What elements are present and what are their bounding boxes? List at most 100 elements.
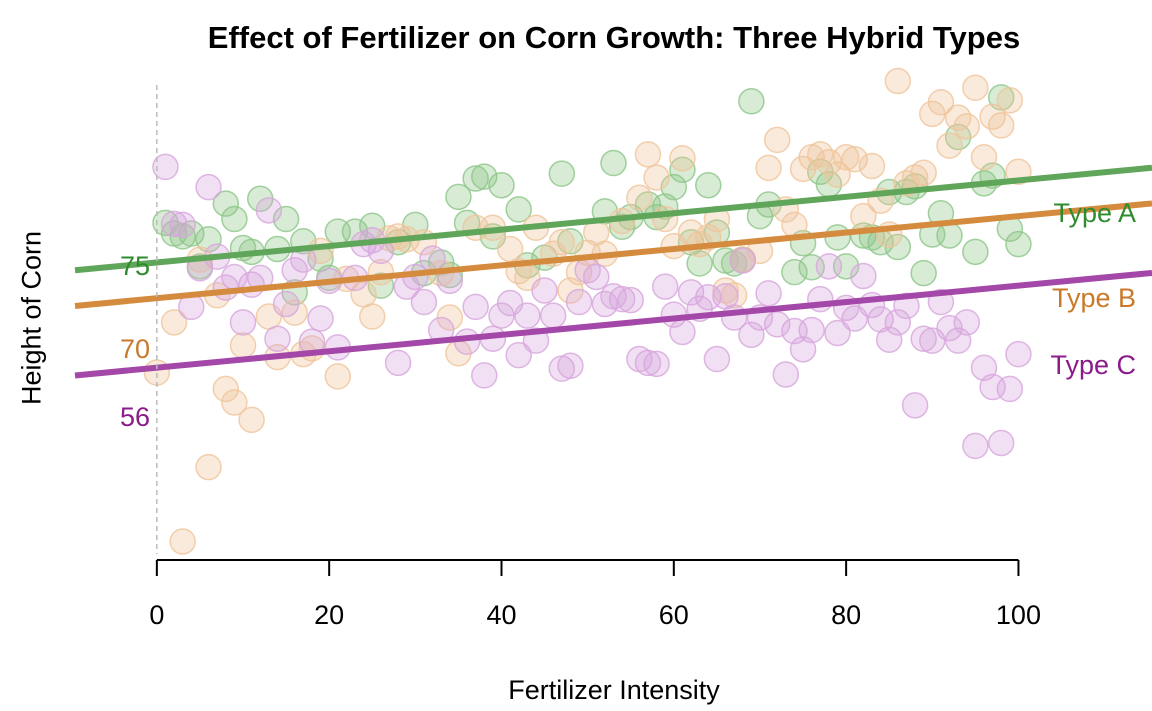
type-b-point bbox=[936, 132, 963, 159]
type-b-point bbox=[324, 363, 352, 390]
type-a-point bbox=[488, 172, 515, 199]
type-c-point bbox=[669, 318, 696, 346]
type-b-point bbox=[643, 164, 670, 191]
type-a-point bbox=[212, 190, 240, 217]
type-a-label: Type A bbox=[1053, 198, 1136, 228]
type-a-point bbox=[548, 160, 576, 187]
type-b-point bbox=[669, 144, 696, 172]
value-annotation: 56 bbox=[120, 402, 150, 432]
type-a-point bbox=[221, 205, 248, 233]
type-c-point bbox=[772, 361, 800, 388]
x-tick-label: 60 bbox=[659, 600, 689, 630]
type-c-point bbox=[987, 429, 1015, 457]
type-c-point bbox=[410, 288, 438, 316]
x-tick-label: 100 bbox=[996, 600, 1041, 630]
type-c-point bbox=[970, 354, 998, 381]
type-c-point bbox=[152, 153, 179, 181]
type-c-point bbox=[815, 253, 843, 280]
type-b-point bbox=[841, 145, 868, 173]
type-b-point bbox=[884, 67, 912, 95]
type-c-point bbox=[583, 263, 610, 291]
fit-lines-layer bbox=[74, 164, 1152, 379]
type-c-point bbox=[677, 279, 705, 306]
type-a-fit-line bbox=[74, 164, 1152, 274]
type-c-point bbox=[953, 309, 981, 336]
type-b-point bbox=[720, 282, 748, 309]
type-c-point bbox=[229, 309, 257, 336]
type-b-point bbox=[927, 88, 955, 116]
type-c-point bbox=[634, 349, 662, 377]
type-c-point bbox=[867, 306, 894, 333]
type-b-point bbox=[858, 152, 886, 180]
x-tick-label: 40 bbox=[486, 600, 516, 630]
type-c-point bbox=[462, 293, 489, 321]
type-a-point bbox=[600, 149, 627, 177]
type-c-point bbox=[591, 290, 619, 318]
type-b-point bbox=[987, 112, 1015, 139]
type-c-point bbox=[1005, 340, 1032, 368]
type-a-point bbox=[471, 163, 498, 190]
type-c-point bbox=[307, 305, 334, 332]
value-annotation: 75 bbox=[120, 251, 150, 281]
type-c-label: Type C bbox=[1050, 350, 1136, 380]
type-b-point bbox=[195, 453, 222, 481]
type-c-point bbox=[264, 325, 291, 352]
type-c-point bbox=[910, 325, 937, 352]
type-b-point bbox=[962, 74, 989, 102]
type-c-point bbox=[763, 311, 791, 338]
x-tick-label: 80 bbox=[831, 600, 861, 630]
type-c-point bbox=[557, 352, 584, 380]
type-b-point bbox=[626, 184, 653, 212]
type-c-point bbox=[884, 309, 912, 336]
type-c-point bbox=[996, 375, 1024, 403]
chart-title: Effect of Fertilizer on Corn Growth: Thr… bbox=[207, 20, 1021, 55]
type-a-point bbox=[505, 196, 532, 223]
type-b-point bbox=[634, 141, 662, 168]
type-c-point bbox=[505, 341, 532, 369]
type-a-point bbox=[660, 173, 688, 201]
type-a-point bbox=[781, 258, 808, 286]
series-labels-layer: Type A Type B Type C 75 70 56 bbox=[120, 198, 1136, 432]
type-a-point bbox=[824, 224, 851, 251]
type-a-point bbox=[669, 156, 696, 184]
x-tick-label: 20 bbox=[314, 600, 344, 630]
type-c-point bbox=[703, 345, 731, 373]
type-b-point bbox=[763, 126, 791, 154]
type-c-point bbox=[651, 273, 679, 300]
type-c-point bbox=[514, 302, 541, 329]
type-b-point bbox=[824, 161, 851, 188]
type-c-point bbox=[272, 290, 300, 318]
type-c-point bbox=[738, 321, 765, 349]
type-a-point bbox=[738, 88, 765, 115]
type-b-point bbox=[832, 144, 860, 171]
type-c-point bbox=[160, 210, 188, 238]
type-b-point bbox=[548, 228, 576, 256]
type-c-fit-line bbox=[74, 269, 1152, 379]
type-b-point bbox=[910, 159, 937, 186]
type-c-point bbox=[755, 280, 782, 307]
type-b-point bbox=[781, 211, 808, 239]
type-b-point bbox=[359, 303, 386, 330]
type-a-point bbox=[272, 205, 300, 233]
x-tick-label: 0 bbox=[149, 600, 164, 630]
type-c-point bbox=[617, 286, 644, 314]
type-a-point bbox=[910, 259, 937, 287]
points-layer bbox=[143, 67, 1032, 555]
type-c-point bbox=[565, 288, 593, 316]
x-axis-label: Fertilizer Intensity bbox=[508, 675, 720, 705]
type-c-point bbox=[539, 302, 567, 329]
type-c-point bbox=[962, 432, 989, 460]
type-c-point bbox=[901, 392, 929, 419]
value-annotation: 70 bbox=[120, 334, 150, 364]
type-c-point bbox=[875, 326, 903, 353]
type-c-point bbox=[729, 247, 756, 274]
type-b-point bbox=[970, 144, 998, 171]
type-a-point bbox=[686, 250, 713, 277]
type-b-point bbox=[953, 113, 981, 140]
type-b-label: Type B bbox=[1052, 283, 1136, 313]
type-b-point bbox=[169, 528, 196, 555]
type-b-point bbox=[496, 235, 524, 263]
type-b-point bbox=[755, 154, 782, 182]
type-c-point bbox=[419, 245, 446, 272]
